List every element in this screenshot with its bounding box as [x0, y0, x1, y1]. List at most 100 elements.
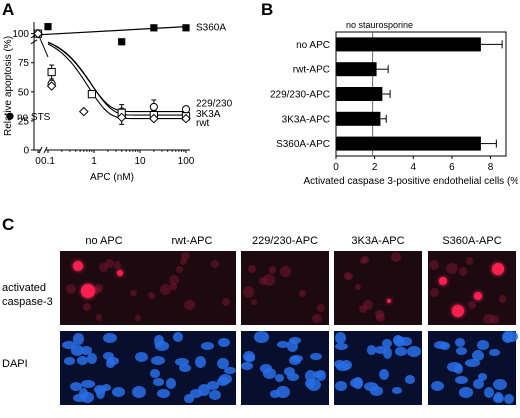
- caspase-micrograph: [334, 251, 422, 325]
- dim-cell: [360, 257, 367, 265]
- column-header: S360A-APC: [442, 235, 502, 247]
- nucleus: [87, 353, 98, 365]
- nucleus: [477, 372, 488, 381]
- data-point-rwt: [33, 28, 43, 39]
- data-point-s360a: [182, 24, 190, 32]
- nucleus: [101, 384, 112, 392]
- nucleus: [393, 336, 406, 347]
- nucleus: [472, 379, 484, 390]
- bar: [336, 37, 481, 52]
- fit-curve-3k3a: [47, 41, 186, 116]
- nucleus: [290, 354, 303, 363]
- dim-cell: [104, 258, 114, 268]
- dim-cell: [130, 289, 137, 297]
- nucleus: [154, 341, 169, 352]
- nucleus: [335, 332, 346, 345]
- nucleus: [458, 386, 474, 398]
- nucleus: [194, 356, 206, 368]
- nucleus: [456, 347, 468, 355]
- nucleus: [61, 340, 77, 350]
- nucleus: [150, 369, 161, 378]
- nucleus: [277, 341, 290, 349]
- nucleus: [262, 368, 277, 379]
- nucleus: [433, 341, 447, 350]
- nucleus: [184, 394, 194, 404]
- nucleus: [70, 345, 85, 356]
- y-axis-break: [30, 39, 38, 45]
- dapi-micrograph: [148, 331, 236, 405]
- apoptotic-cell: [117, 270, 123, 276]
- nucleus: [341, 359, 353, 370]
- nucleus: [454, 337, 466, 348]
- nucleus: [378, 368, 389, 380]
- x-axis-label: APC (nM): [90, 172, 134, 183]
- nucleus: [493, 378, 507, 390]
- nucleus: [369, 386, 383, 396]
- data-point-rwt: [149, 113, 159, 124]
- nucleus: [206, 381, 220, 391]
- dim-cell: [429, 259, 440, 270]
- dim-cell: [263, 274, 275, 287]
- category-label: 229/230-APC: [270, 90, 330, 101]
- nucleus: [274, 373, 285, 383]
- dim-cell: [483, 313, 494, 324]
- dim-cell: [268, 266, 277, 274]
- dim-cell: [176, 266, 183, 273]
- dim-cell: [375, 309, 385, 319]
- x-tick-label: 8: [488, 162, 494, 173]
- nucleus: [132, 386, 147, 398]
- dim-cell: [169, 274, 180, 285]
- caspase-micrograph: [148, 251, 236, 325]
- nucleus: [286, 373, 300, 382]
- dim-cell: [298, 289, 306, 297]
- dim-cell: [362, 299, 373, 310]
- dim-cell: [247, 264, 257, 274]
- nucleus: [477, 340, 489, 350]
- nucleus: [287, 340, 299, 352]
- nucleus: [217, 357, 229, 370]
- x-tick-label: 100: [178, 156, 195, 167]
- x-tick-label: 0: [333, 162, 339, 173]
- nucleus: [200, 341, 214, 350]
- nucleus: [105, 359, 115, 369]
- caspase-micrograph: [428, 251, 516, 325]
- y-tick-label: 0: [23, 146, 29, 157]
- column-header: 229/230-APC: [251, 235, 319, 247]
- dim-cell: [113, 261, 122, 269]
- nucleus: [216, 377, 229, 387]
- dapi-micrograph: [60, 331, 148, 405]
- nucleus: [80, 392, 94, 403]
- panel-c-letter: C: [2, 215, 15, 234]
- nucleus: [259, 364, 272, 373]
- nucleus: [152, 378, 164, 386]
- nucleus: [63, 357, 76, 365]
- nucleus: [76, 356, 88, 365]
- nucleus: [81, 380, 95, 388]
- apoptotic-cell: [474, 292, 482, 300]
- dim-cell: [159, 283, 171, 295]
- data-point-3k3a: [47, 67, 56, 77]
- dim-cell: [181, 251, 191, 261]
- category-label: no APC: [296, 40, 330, 51]
- nucleus: [382, 346, 392, 359]
- dim-cell: [465, 257, 474, 265]
- series-label-229-230: 229/230: [196, 98, 233, 109]
- data-point-no-sts: [6, 112, 14, 120]
- dim-cell: [280, 266, 291, 277]
- nucleus: [254, 331, 269, 343]
- panel-a-letter: A: [2, 0, 15, 19]
- data-point-s360a: [44, 23, 52, 31]
- nucleus: [304, 370, 316, 383]
- x-tick-label: 10: [134, 156, 146, 167]
- nucleus: [406, 345, 422, 357]
- nucleus: [134, 351, 148, 363]
- panel-b-letter: B: [261, 0, 274, 19]
- nucleus: [392, 386, 403, 394]
- row-label-caspase: activated caspase-3: [2, 282, 53, 308]
- nucleus: [95, 386, 106, 399]
- dapi-micrograph: [334, 331, 422, 405]
- dim-cell: [93, 287, 101, 295]
- x-tick-label: 0.1: [41, 156, 55, 167]
- column-header: no APC: [85, 235, 123, 247]
- nucleus: [504, 331, 518, 342]
